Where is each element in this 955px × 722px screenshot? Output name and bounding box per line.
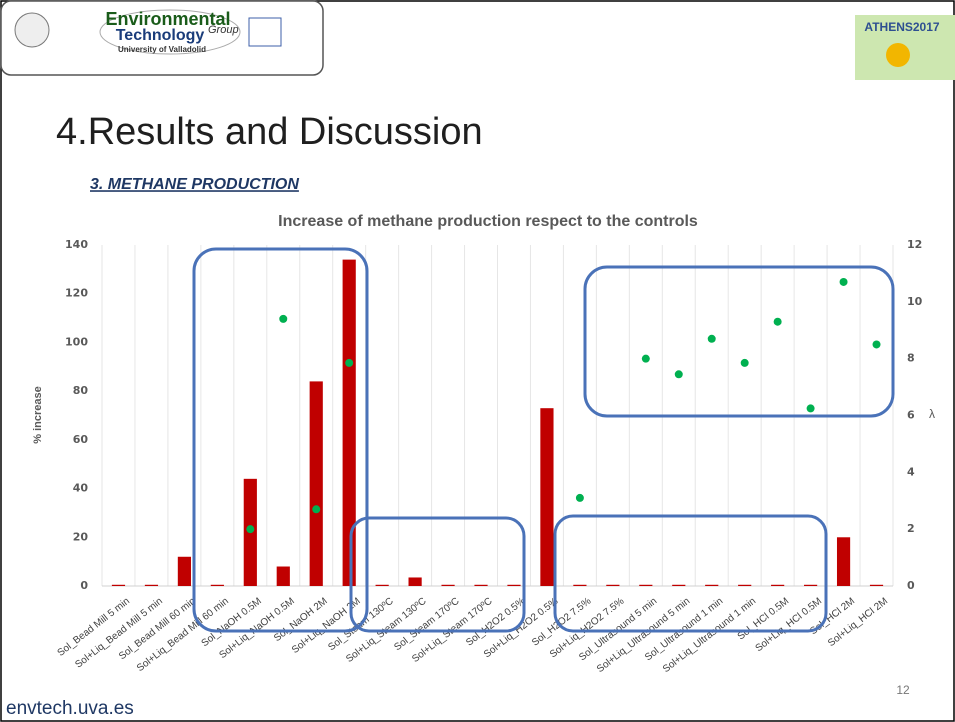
university-seal [14, 12, 50, 48]
bar [507, 584, 521, 586]
bar [111, 584, 126, 586]
point [707, 334, 716, 343]
y-tick-label: 80 [73, 384, 89, 397]
y2-tick-label: 2 [907, 522, 915, 535]
bar [474, 584, 488, 586]
y2-tick-label: 0 [907, 579, 915, 592]
bar [672, 584, 686, 586]
highlight-box [349, 516, 526, 633]
slide-title: 4.Results and Discussion [56, 111, 483, 153]
bar [144, 584, 159, 586]
bar [606, 584, 620, 586]
bar [804, 584, 818, 586]
point [279, 314, 288, 323]
bar [276, 566, 290, 586]
logo-text: University of Valladolid [118, 45, 206, 54]
page-number: 12 [896, 683, 910, 697]
bar [177, 556, 191, 586]
bar [408, 577, 422, 586]
point [575, 493, 584, 502]
bar [705, 584, 719, 586]
point [740, 358, 749, 367]
y-tick-label: 140 [65, 238, 88, 251]
y-tick-label: 60 [73, 433, 89, 446]
flower [886, 43, 910, 67]
y-tick-label: 40 [73, 482, 89, 495]
point [345, 358, 354, 367]
point [312, 505, 321, 514]
bar [375, 584, 389, 586]
y-tick-label: 120 [65, 287, 88, 300]
point [641, 354, 650, 363]
y2-axis-title: λ [929, 407, 935, 421]
point [806, 404, 815, 413]
point [872, 340, 881, 349]
bar [573, 584, 587, 586]
point [773, 317, 782, 326]
x-tick-label: Sol+Liq_HCl 2M [826, 596, 890, 649]
y2-tick-label: 4 [907, 465, 915, 478]
logo-text: Environmental [105, 9, 230, 29]
bar [441, 584, 455, 586]
logo-text: Technology [116, 27, 205, 44]
y-tick-label: 100 [65, 335, 88, 348]
logo-box [0, 0, 324, 76]
point [839, 277, 848, 286]
bar [342, 259, 356, 586]
bar [771, 584, 785, 586]
diqtma-logo [248, 17, 282, 47]
highlight-box [192, 247, 369, 633]
point [246, 525, 255, 534]
y-axis-title: % increase [32, 386, 44, 443]
bar [540, 408, 554, 586]
highlight-box [553, 514, 828, 633]
y2-tick-label: 6 [907, 409, 915, 422]
y-tick-label: 0 [80, 579, 88, 592]
footer-url: envtech.uva.es [6, 698, 134, 719]
highlight-box [583, 265, 895, 418]
chart-title: Increase of methane production respect t… [278, 213, 698, 230]
bar [309, 381, 323, 586]
y-tick-label: 20 [73, 530, 89, 543]
y2-tick-label: 8 [907, 352, 915, 365]
bar [639, 584, 653, 586]
bar [738, 584, 752, 586]
logo-swoosh [99, 9, 241, 55]
bar [869, 584, 884, 586]
point [674, 370, 683, 379]
bar [210, 584, 224, 586]
y2-tick-label: 12 [907, 238, 922, 251]
conference-name: ATHENS2017 [864, 20, 939, 34]
logo-text: Group [208, 24, 239, 36]
section-title: 3. METHANE PRODUCTION [90, 176, 299, 193]
bar [836, 537, 851, 586]
y2-tick-label: 10 [907, 295, 923, 308]
